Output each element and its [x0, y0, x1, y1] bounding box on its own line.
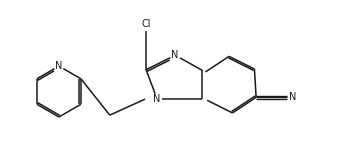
- Text: N: N: [153, 94, 161, 104]
- Text: N: N: [289, 92, 296, 102]
- Text: N: N: [171, 50, 179, 60]
- Text: N: N: [55, 61, 63, 71]
- Text: Cl: Cl: [141, 19, 151, 29]
